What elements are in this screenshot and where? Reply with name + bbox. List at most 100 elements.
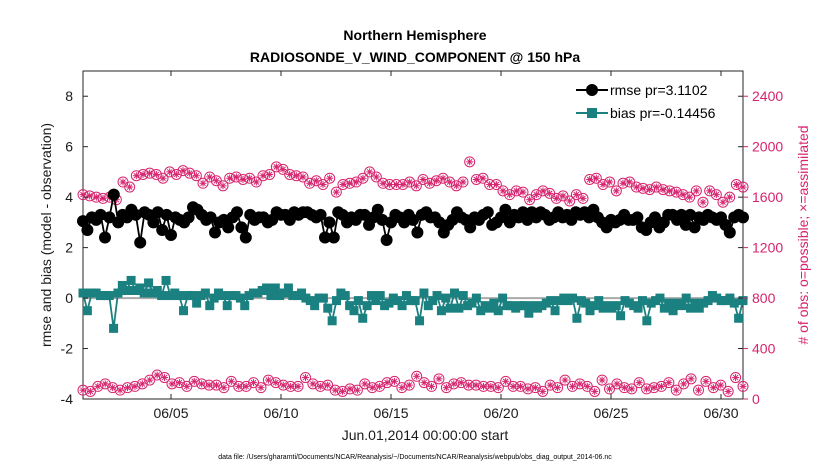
obs-possible-point	[650, 181, 662, 193]
obs-lower-point	[403, 379, 415, 391]
obs-possible-point-ring	[410, 180, 422, 192]
bias-point	[318, 293, 328, 303]
obs-possible-point-star-d2	[640, 185, 646, 192]
obs-possible-point-ring	[350, 176, 362, 188]
bias-point	[572, 313, 582, 323]
bias-point	[642, 316, 652, 326]
x-tick-label: 06/05	[153, 405, 188, 421]
bias-point	[152, 286, 162, 296]
obs-lower-point	[529, 382, 541, 394]
bias-point	[310, 301, 320, 311]
obs-lower-point-star-d2	[695, 387, 702, 394]
obs-lower-point-star-d2	[347, 386, 353, 392]
obs-lower-point-star-d2	[221, 384, 227, 391]
obs-possible-point-star-d2	[733, 181, 740, 188]
obs-possible-point-star-d2	[313, 177, 320, 184]
bias-point	[546, 296, 556, 306]
bias-point	[262, 283, 272, 293]
obs-lower-point-star-d2	[258, 384, 264, 391]
obs-lower-point-ring	[589, 385, 601, 397]
obs-lower-point-star-d2	[480, 383, 487, 390]
obs-lower-point	[730, 372, 742, 384]
y-tick-label-left: 6	[65, 139, 73, 155]
obs-possible-point	[590, 172, 602, 184]
rmse-point	[209, 226, 221, 239]
bias-point	[332, 296, 342, 306]
bias-point	[235, 293, 245, 303]
obs-possible-point	[264, 168, 276, 180]
legend-rmse-label: rmse pr=3.1102	[610, 82, 708, 98]
y-axis-left: -4 -2 0 2 4 6 8	[61, 88, 743, 407]
obs-lower-point-star-d2	[132, 383, 138, 390]
obs-possible-point	[477, 172, 489, 184]
obs-lower-point-star-d2	[473, 382, 479, 388]
obs-lower-point-star-d2	[539, 388, 546, 395]
obs-lower-point-ring	[470, 379, 482, 391]
bias-point	[616, 311, 626, 321]
obs-lower-point-star-d2	[161, 374, 168, 381]
obs-possible-point	[430, 175, 442, 187]
obs-possible-point-star-d2	[406, 179, 413, 185]
bias-point	[144, 278, 154, 288]
x-axis-label: Jun.01,2014 00:00:00 start	[342, 427, 509, 443]
obs-lower-point-star-d2	[176, 379, 183, 386]
obs-possible-point	[310, 175, 322, 187]
obs-possible-point	[657, 184, 669, 196]
obs-possible-point-ring	[604, 176, 616, 188]
obs-possible-point-star-d2	[286, 171, 293, 178]
obs-possible-point-ring	[704, 185, 716, 197]
obs-possible-point-ring	[184, 167, 196, 179]
obs-possible-point	[464, 156, 476, 168]
bias-point	[681, 293, 691, 303]
rmse-point	[235, 221, 248, 234]
obs-possible-point	[684, 191, 696, 203]
bias-point	[345, 301, 355, 311]
obs-possible-point-ring	[697, 196, 709, 208]
obs-lower-point-star-d2	[339, 388, 346, 395]
bias-point	[664, 298, 674, 308]
obs-possible-point-star-d2	[520, 189, 526, 195]
obs-lower-point-star-d2	[628, 386, 635, 392]
obs-possible-point-ring	[197, 177, 209, 189]
obs-possible-point	[337, 179, 349, 191]
obs-lower-point	[559, 374, 571, 386]
obs-lower-point-ring	[485, 380, 497, 392]
obs-lower-point-star-d2	[562, 377, 568, 383]
bias-point	[209, 293, 219, 303]
obs-possible-point-ring	[270, 161, 282, 173]
obs-lower-point-ring	[225, 375, 237, 387]
obs-lower-point	[537, 385, 549, 397]
obs-lower-point-ring	[322, 379, 334, 391]
obs-possible-point-star-d2	[373, 174, 380, 180]
bias-point	[222, 301, 232, 311]
obs-lower-point	[648, 382, 660, 394]
obs-lower-point	[299, 372, 311, 384]
obs-possible-point-ring	[424, 177, 436, 189]
obs-possible-point-ring	[417, 173, 429, 185]
obs-lower-point-ring	[374, 380, 386, 392]
obs-lower-point-star-d2	[643, 386, 650, 392]
obs-possible-point	[437, 172, 449, 184]
rmse-point	[481, 206, 494, 219]
bias-point	[126, 275, 136, 285]
obs-possible-point	[330, 186, 342, 198]
obs-lower-point-ring	[99, 378, 111, 390]
obs-lower-point-star-d2	[554, 384, 561, 391]
obs-lower-point-ring	[240, 380, 252, 392]
obs-possible-point-ring	[217, 180, 229, 192]
obs-possible-point-star-d2	[320, 181, 326, 188]
obs-possible-point-ring	[304, 177, 316, 189]
obs-possible-point	[737, 181, 749, 193]
obs-lower-point	[418, 377, 430, 389]
bias-point	[415, 316, 425, 326]
x-tick-label: 06/20	[483, 405, 518, 421]
obs-possible-point-star-d2	[613, 187, 620, 194]
obs-possible-point	[357, 172, 369, 184]
obs-possible-point-star-d2	[686, 194, 693, 201]
obs-lower-point-star-d2	[154, 372, 161, 378]
obs-lower-point	[225, 375, 237, 387]
obs-lower-point-ring	[440, 382, 452, 394]
obs-possible-point-star-d2	[653, 184, 660, 190]
obs-possible-point-star-d2	[726, 194, 733, 201]
bias-point	[637, 296, 647, 306]
